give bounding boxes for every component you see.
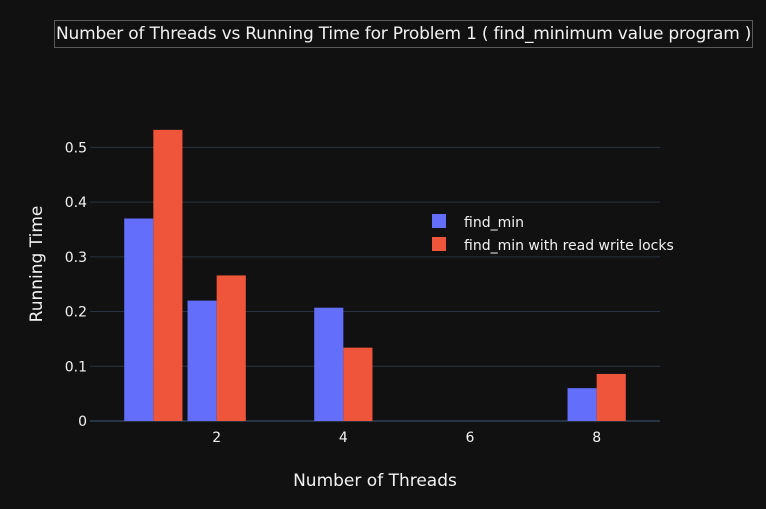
x-tick-label: 8 [592, 430, 601, 446]
legend-item-find-min-rwlocks[interactable]: find_min with read write locks [432, 237, 674, 254]
bar-find-min-4[interactable] [314, 307, 344, 421]
bar-find-min-rwlocks-4[interactable] [343, 347, 373, 421]
legend-swatch [432, 214, 446, 228]
bar-find-min-1[interactable] [124, 218, 154, 421]
bars [124, 129, 626, 422]
bar-find-min-2[interactable] [187, 300, 217, 421]
legend[interactable]: find_min find_min with read write locks [432, 214, 674, 254]
x-tick-label: 4 [339, 430, 348, 446]
grid-lines [90, 146, 660, 422]
y-tick-label: 0.4 [65, 195, 87, 211]
legend-label: find_min [464, 215, 524, 231]
y-tick-label: 0 [78, 414, 87, 430]
y-tick-label: 0.3 [65, 250, 87, 266]
x-tick-label: 2 [212, 430, 221, 446]
legend-swatch [432, 237, 446, 251]
chart-title: Number of Threads vs Running Time for Pr… [54, 20, 754, 48]
bar-find-min-8[interactable] [567, 388, 597, 421]
y-tick-label: 0.1 [65, 359, 87, 375]
bar-find-min-rwlocks-1[interactable] [153, 129, 183, 422]
bar-find-min-rwlocks-2[interactable] [216, 275, 246, 421]
bar-find-min-rwlocks-8[interactable] [596, 373, 626, 421]
x-axis-title: Number of Threads [293, 471, 457, 491]
legend-item-find-min[interactable]: find_min [432, 214, 524, 231]
y-tick-label: 0.2 [65, 305, 87, 321]
legend-label: find_min with read write locks [464, 238, 674, 254]
y-axis-title: Running Time [27, 206, 47, 323]
x-tick-label: 6 [466, 430, 475, 446]
y-tick-label: 0.5 [65, 140, 87, 156]
y-tick-labels: 0 0.1 0.2 0.3 0.4 0.5 [65, 140, 87, 430]
x-tick-labels: 2 4 6 8 [212, 430, 601, 446]
